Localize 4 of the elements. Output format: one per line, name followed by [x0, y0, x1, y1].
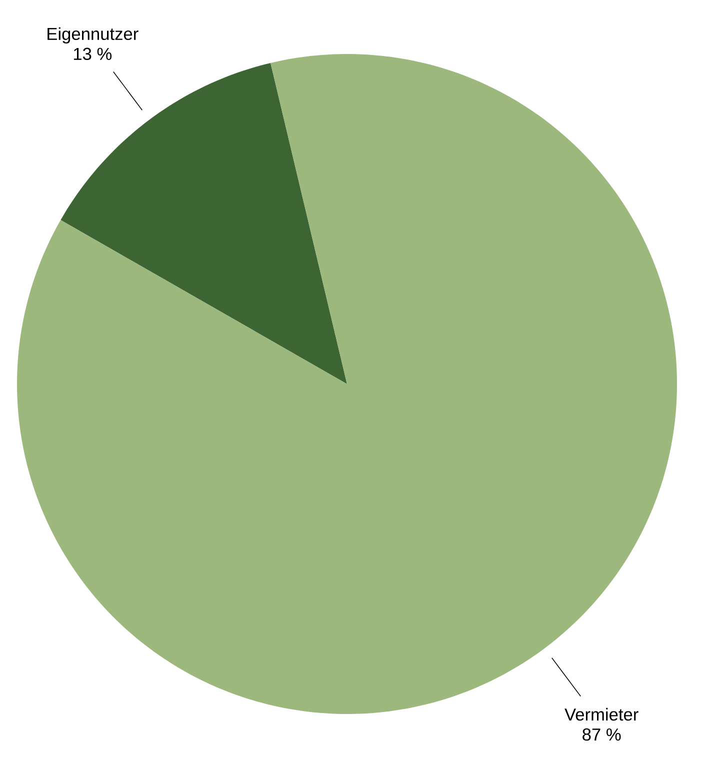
slice-label: Vermieter: [564, 708, 638, 721]
data-label: 87 %: [582, 728, 621, 741]
data-label: 13 %: [74, 48, 112, 60]
slice-label: Eigennutzer: [48, 27, 138, 44]
